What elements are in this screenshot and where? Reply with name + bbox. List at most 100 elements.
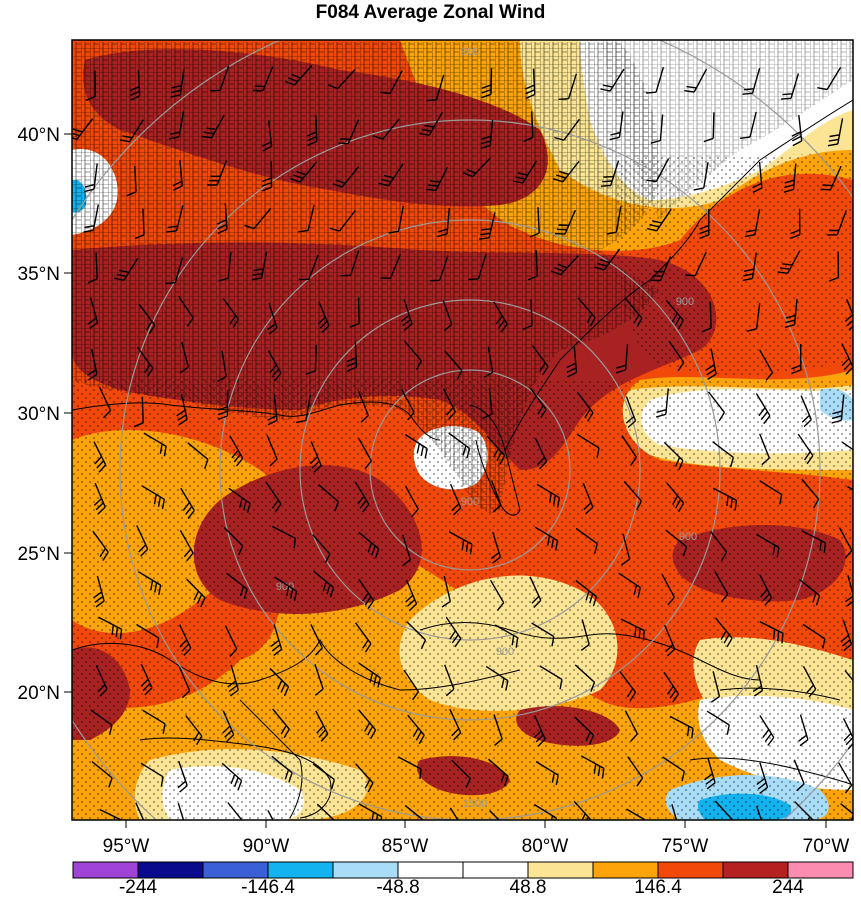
wind-barb [626,808,647,820]
wind-barb [714,800,734,820]
colorbar [72,861,854,879]
wind-barb [574,664,596,692]
wind-barb [802,623,826,649]
wind-barb [576,433,600,458]
ring-label: 900 [276,581,294,593]
wind-barb [404,804,425,820]
wind-barb [85,70,96,101]
ring-label: 900 [679,531,697,543]
wind-barb [600,160,620,187]
wind-barb [221,762,243,791]
wind-barb [226,572,248,599]
wind-barb [684,68,708,93]
wind-barb [827,210,847,236]
wind-barb [668,340,685,372]
wind-barb [755,393,771,425]
ring-label: 900 [676,296,694,308]
colorbar-label: 48.8 [510,877,547,898]
wind-barb [752,665,764,697]
wind-barb [710,671,721,703]
wind-barb [624,710,639,742]
wind-barb [358,578,375,610]
wind-barb [271,755,293,783]
wind-barb [798,714,809,747]
wind-barb [95,665,108,697]
wind-barb [781,73,800,100]
wind-barb [558,73,578,100]
wind-barb [759,574,773,606]
wind-barb [619,671,637,702]
wind-barb [217,203,228,235]
wind-barb [141,485,165,510]
wind-barb [759,715,775,746]
wind-barb [663,441,684,470]
wind-barb [685,251,707,277]
wind-barb [179,530,194,562]
wind-barb [178,666,191,699]
wind-barb [316,803,336,820]
wind-barb [646,208,672,232]
wind-barb [623,481,643,511]
wind-barb [491,480,502,513]
colorbar-label: 244 [772,877,804,898]
wind-barb [618,572,641,598]
wind-barb [165,257,184,285]
wind-barb [217,350,227,383]
wind-barb [267,809,274,820]
wind-barb [134,208,145,240]
wind-barb [170,69,185,98]
wind-barb [187,442,209,470]
wind-barb [715,617,733,648]
wind-barb [143,432,167,457]
wind-barb [661,574,676,606]
wind-barb [759,433,770,466]
wind-barb [798,578,821,606]
lon-label: 80°W [522,836,569,857]
wind-barb [358,662,381,688]
wind-barb [794,801,814,820]
wind-barb [551,255,579,276]
wind-barb [554,209,576,235]
wind-barb [179,624,192,656]
wind-barb [479,212,496,240]
colorbar-label: -244 [119,877,157,898]
wind-barb [307,115,318,146]
wind-barb [442,388,456,420]
wind-barb [624,297,643,328]
wind-barb [98,386,112,419]
wind-barb [354,763,374,793]
wind-barb [403,340,423,370]
wind-barb [437,207,450,238]
wind-barb [426,166,449,191]
wind-barb [646,158,670,183]
colorbar-box [722,861,789,879]
range-ring-labels: 900 900 900 900 900 1500 900 [276,46,697,810]
wind-barb [99,808,123,820]
wind-barb [746,302,761,332]
wind-barb [140,663,153,696]
wind-barb [269,667,290,697]
wind-barb [838,762,853,794]
wind-barb [186,578,206,608]
wind-barb [531,345,549,376]
wind-barb [309,441,322,473]
wind-barb [90,709,113,735]
wind-barb [201,114,225,139]
wind-barb [313,570,335,598]
wind-barb [126,165,137,197]
wind-barb [844,575,853,607]
wind-barb [448,531,473,555]
wind-barb [580,755,605,779]
lat-label: 30°N [18,404,60,425]
wind-barb [828,251,840,282]
wind-barb [129,70,141,101]
wind-barb [222,710,235,743]
wind-barb [380,253,402,279]
wind-barb [621,435,637,466]
wind-barb [625,396,637,429]
wind-barb [98,616,123,640]
wind-barb [354,622,372,653]
wind-barb [493,301,508,333]
wind-barb [535,761,559,786]
wind-barb [332,166,360,188]
